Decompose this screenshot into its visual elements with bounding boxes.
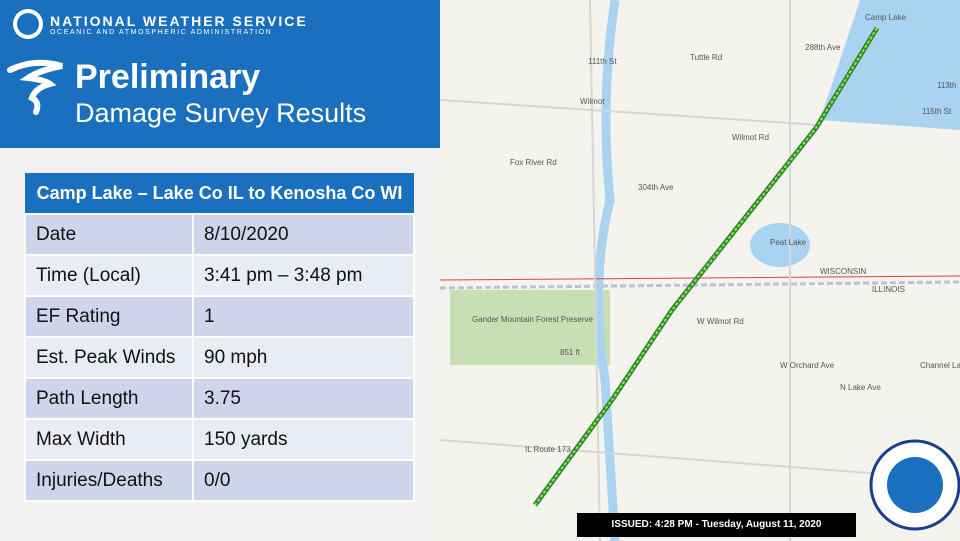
map-label: W Wilmot Rd xyxy=(697,317,744,326)
map-label: Fox River Rd xyxy=(510,158,557,167)
map-label: W Orchard Ave xyxy=(780,361,835,370)
value-cell: 3.75 xyxy=(192,377,415,420)
tornado-icon xyxy=(7,59,63,115)
table-row: Injuries/Deaths 0/0 xyxy=(24,459,415,502)
label-cell: Injuries/Deaths xyxy=(24,459,194,502)
label-cell: EF Rating xyxy=(24,295,194,338)
state-border xyxy=(440,280,960,290)
map-label: Wilmot xyxy=(580,97,605,106)
value-cell: 0/0 xyxy=(192,459,415,502)
table-row: Path Length 3.75 xyxy=(24,377,415,420)
map-label: WISCONSIN xyxy=(820,267,866,276)
map-label: 288th Ave xyxy=(805,43,841,52)
map-label: 115th St xyxy=(922,107,952,116)
lake xyxy=(820,0,960,130)
value-cell: 3:41 pm – 3:48 pm xyxy=(192,254,415,297)
map: Camp Lake Wilmot 111th St Tuttle Rd 288th Av… xyxy=(440,0,960,541)
subagency: OCEANIC AND ATMOSPHERIC ADMINISTRATION xyxy=(50,29,273,36)
map-label: Peat Lake xyxy=(770,238,807,247)
table-title: Camp Lake – Lake Co IL to Kenosha Co WI xyxy=(25,173,414,214)
map-label: 113th xyxy=(937,81,956,90)
header: NATIONAL WEATHER SERVICE OCEANIC AND ATM… xyxy=(0,0,440,148)
lake xyxy=(750,223,810,267)
map-label: IL Route 173 xyxy=(525,445,571,454)
value-cell: 150 yards xyxy=(192,418,415,461)
header-graphics xyxy=(7,9,63,115)
map-label: Wilmot Rd xyxy=(732,133,769,142)
map-label: Gander Mountain Forest Preserve xyxy=(472,315,593,324)
table-row: Est. Peak Winds 90 mph xyxy=(24,336,415,379)
map-label: 111th St xyxy=(588,57,617,66)
value-cell: 1 xyxy=(192,295,415,338)
table-row: Date 8/10/2020 xyxy=(24,213,415,256)
survey-table: Camp Lake – Lake Co IL to Kenosha Co WI … xyxy=(24,173,415,502)
value-cell: 8/10/2020 xyxy=(192,213,415,256)
table-row: Max Width 150 yards xyxy=(24,418,415,461)
river xyxy=(594,0,620,541)
map-label: Tuttle Rd xyxy=(690,53,722,62)
label-cell: Time (Local) xyxy=(24,254,194,297)
map-label: 304th Ave xyxy=(638,183,674,192)
title: Preliminary xyxy=(75,58,261,96)
table-row: Time (Local) 3:41 pm – 3:48 pm xyxy=(24,254,415,297)
map-label: Channel Lake xyxy=(920,361,960,370)
label-cell: Est. Peak Winds xyxy=(24,336,194,379)
subtitle: Damage Survey Results xyxy=(75,98,367,128)
label-cell: Path Length xyxy=(24,377,194,420)
forest-preserve xyxy=(450,290,610,365)
agency: NATIONAL WEATHER SERVICE xyxy=(50,13,308,29)
label-cell: Date xyxy=(24,213,194,256)
label-cell: Max Width xyxy=(24,418,194,461)
map-label: N Lake Ave xyxy=(840,383,881,392)
map-label: 851 ft xyxy=(560,348,581,357)
map-label: Camp Lake xyxy=(865,13,906,22)
table-row: EF Rating 1 xyxy=(24,295,415,338)
issued-banner: ISSUED: 4:28 PM - Tuesday, August 11, 20… xyxy=(577,513,856,537)
map-label: ILLINOIS xyxy=(872,285,905,294)
value-cell: 90 mph xyxy=(192,336,415,379)
